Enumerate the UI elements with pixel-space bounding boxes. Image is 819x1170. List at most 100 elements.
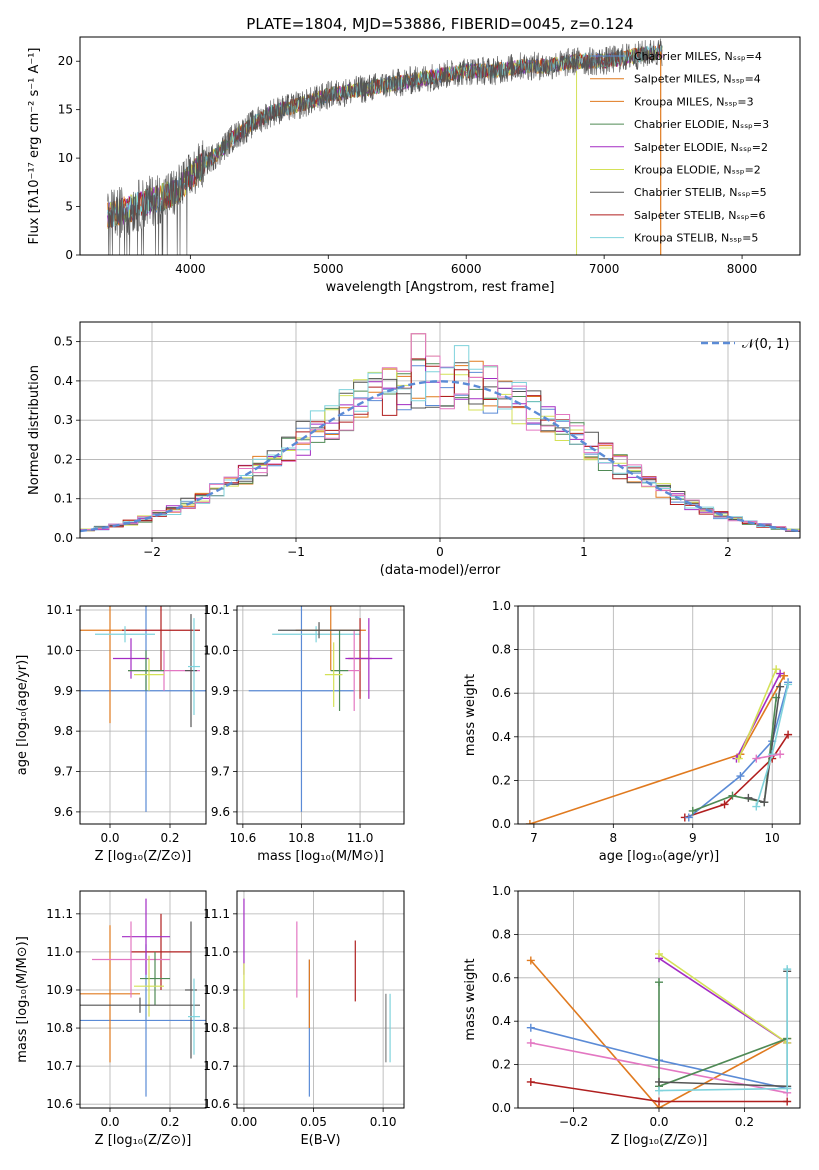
panel-spectrum: 4000 5000 6000 7000 8000 0 5 10 15 20 wavelength [… (27, 15, 801, 295)
legend-label: Chabrier ELODIE, Nₛₛₚ=3 (634, 118, 769, 131)
tick-label-y: 0.2 (492, 1058, 511, 1072)
weight-marker (736, 772, 745, 781)
plot-area (80, 898, 206, 1097)
tick-label-x: −2 (143, 545, 161, 559)
weight-line (529, 675, 785, 824)
tick-label-x: 0.2 (160, 831, 179, 845)
histogram-step (80, 333, 800, 532)
spectrum-line (107, 38, 663, 255)
x-axis-label: (data-model)/error (380, 563, 501, 578)
x-axis-label: mass [log₁₀(M/M⊙)] (257, 849, 384, 864)
tick-label-y: 0.3 (54, 413, 73, 427)
panel-age-weight: 7 8 9 10 0.0 0.2 0.4 0.6 0.8 1.0 age [log₁₀(age/yr… (463, 599, 801, 864)
legend-label: Kroupa ELODIE, Nₛₛₚ=2 (634, 164, 761, 177)
legend-label: Salpeter STELIB, Nₛₛₚ=6 (634, 209, 766, 222)
legend-label: Chabrier MILES, Nₛₛₚ=4 (634, 50, 762, 63)
weight-marker (776, 682, 785, 691)
weight-marker (752, 802, 761, 811)
panel-z-weight: −0.2 0.0 0.2 0.0 0.2 0.4 0.6 0.8 1.0 Z [log₁₀(Z/Z… (463, 884, 801, 1148)
tick-label-y: 9.7 (54, 765, 73, 779)
tick-label-y: 9.8 (54, 724, 73, 738)
tick-label-x: 11.0 (347, 831, 374, 845)
weight-marker (772, 665, 781, 674)
tick-label-x: 7000 (589, 262, 620, 276)
spectrum-line (107, 43, 663, 224)
tick-label-y: 0.2 (54, 452, 73, 466)
plot-area (80, 606, 206, 812)
weight-marker (784, 680, 793, 689)
spectrum-line (107, 45, 663, 228)
tick-label-y: 10.7 (46, 1059, 73, 1073)
weight-marker (776, 669, 785, 678)
tick-label-y: 0.1 (54, 492, 73, 506)
weight-marker (526, 1023, 535, 1032)
tick-label-x: 0.0 (100, 1115, 119, 1129)
tick-label-y: 9.8 (211, 724, 230, 738)
spectrum-line (107, 44, 663, 227)
y-axis-label: Flux [fλ10⁻¹⁷ erg cm⁻² s⁻¹ A⁻¹] (27, 48, 42, 245)
axes-frame (79, 36, 801, 256)
tick-label-y: 10.1 (46, 603, 73, 617)
tick-label-y: 10.9 (203, 983, 230, 997)
y-axis-label: mass weight (463, 674, 478, 756)
weight-marker (734, 754, 743, 763)
weight-marker (776, 750, 785, 759)
x-axis-label: age [log₁₀(age/yr)] (599, 849, 720, 864)
tick-label-y: 0.6 (492, 971, 511, 985)
tick-label-y: 10.1 (203, 603, 230, 617)
weight-line (530, 959, 788, 1108)
plot-area (526, 949, 792, 1108)
tick-label-x: 0 (436, 545, 444, 559)
tick-label-y: 0.0 (492, 817, 511, 831)
tick-label-y: 9.6 (54, 805, 73, 819)
plot-area (525, 665, 793, 824)
y-axis-label: Normed distribution (27, 365, 42, 495)
tick-label-x: 8000 (727, 262, 758, 276)
tick-label-y: 0.8 (492, 643, 511, 657)
weight-marker (526, 956, 535, 965)
weight-marker (684, 813, 693, 822)
weight-line (658, 953, 788, 1044)
plot-area (80, 333, 800, 533)
weight-marker (768, 750, 777, 759)
tick-label-x: 0.2 (735, 1115, 754, 1129)
weight-marker (526, 1038, 535, 1047)
tick-label-y: 11.0 (46, 945, 73, 959)
axes-frame (517, 605, 801, 825)
x-axis-label: Z [log₁₀(Z/Z⊙)] (611, 1133, 708, 1148)
tick-label-y: 10.7 (203, 1059, 230, 1073)
panel-z-mass: 0.0 0.2 10.6 10.7 10.8 10.9 11.0 11.1 Z [log₁₀(Z… (15, 890, 207, 1148)
tick-label-y: 11.0 (203, 945, 230, 959)
tick-label-y: 1.0 (492, 599, 511, 613)
tick-label-y: 10.9 (46, 983, 73, 997)
tick-label-y: 0.8 (492, 927, 511, 941)
tick-label-y: 9.9 (211, 684, 230, 698)
axes-frame (236, 605, 405, 825)
legend-label: Salpeter ELODIE, Nₛₛₚ=2 (634, 141, 768, 154)
tick-label-y: 20 (58, 54, 73, 68)
legend-label: Kroupa STELIB, Nₛₛₚ=5 (634, 232, 758, 245)
panel-z-age: 0.0 0.2 9.6 9.7 9.8 9.9 10.0 10.1 Z [log₁₀(Z/Z⊙)… (15, 603, 207, 864)
y-axis-label: age [log₁₀(age/yr)] (15, 655, 30, 776)
weight-line (735, 673, 781, 759)
tick-label-x: 8 (610, 831, 618, 845)
tick-label-x: 1 (580, 545, 588, 559)
tick-label-x: 0.0 (100, 831, 119, 845)
tick-label-y: 10.0 (203, 643, 230, 657)
axes-frame (79, 321, 801, 539)
panel-residuals: −2 −1 0 1 2 0.0 0.1 0.2 0.3 0.4 0.5 (data-model)/er… (27, 321, 801, 578)
tick-label-y: 10.6 (46, 1097, 73, 1111)
weight-marker (728, 791, 737, 800)
tick-label-y: 10.8 (46, 1021, 73, 1035)
weight-marker (688, 806, 697, 815)
x-axis-label: E(B-V) (300, 1133, 340, 1148)
axes-frame (79, 890, 207, 1109)
tick-label-x: 0.10 (370, 1115, 397, 1129)
tick-label-y: 9.6 (211, 805, 230, 819)
tick-label-y: 10 (58, 151, 73, 165)
tick-label-y: 15 (58, 103, 73, 117)
chart-title: PLATE=1804, MJD=53886, FIBERID=0045, z=0… (246, 15, 633, 33)
tick-label-x: 5000 (313, 262, 344, 276)
weight-marker (720, 800, 729, 809)
